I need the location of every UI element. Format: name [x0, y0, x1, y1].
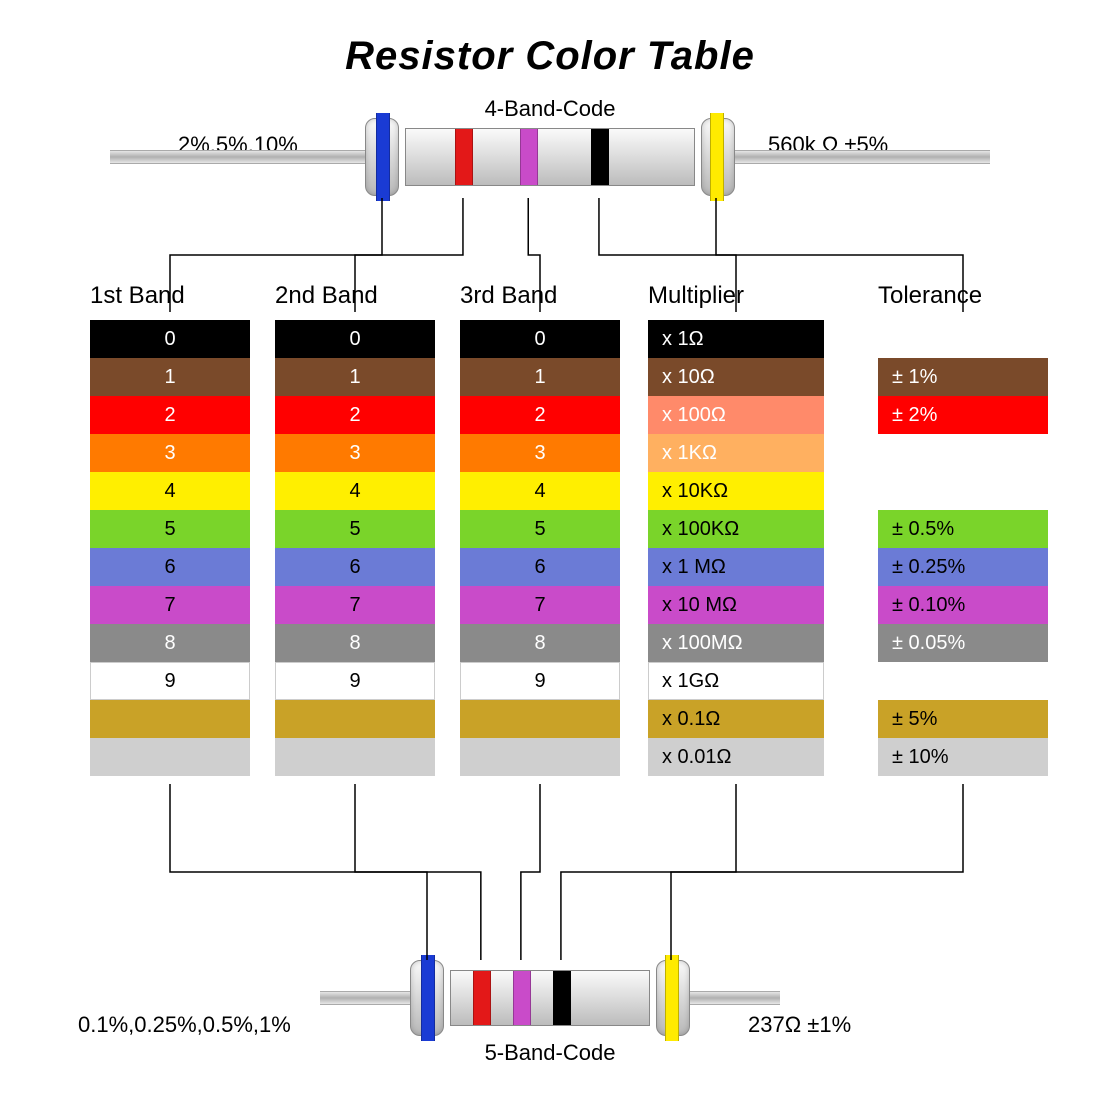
resistor-endcap — [365, 118, 399, 196]
color-cell: x 1GΩ — [648, 662, 824, 700]
resistor-body — [405, 128, 695, 186]
color-cell: 4 — [275, 472, 435, 510]
color-cell — [90, 700, 250, 738]
resistor-band — [553, 971, 571, 1025]
color-cell: 8 — [90, 624, 250, 662]
resistor-5band — [320, 966, 780, 1030]
color-cell: x 10KΩ — [648, 472, 824, 510]
color-cell — [460, 738, 620, 776]
digit-column: 0123456789 — [460, 320, 620, 776]
color-cell: x 100KΩ — [648, 510, 824, 548]
resistor-lead — [320, 991, 414, 1005]
resistor-band — [710, 113, 724, 201]
color-cell: x 10Ω — [648, 358, 824, 396]
color-cell: 3 — [90, 434, 250, 472]
color-cell: ± 5% — [878, 700, 1048, 738]
color-cell: 3 — [460, 434, 620, 472]
color-cell: 8 — [460, 624, 620, 662]
color-cell: 6 — [460, 548, 620, 586]
color-cell: x 100MΩ — [648, 624, 824, 662]
resistor-4band — [110, 124, 990, 190]
resistor-body — [450, 970, 650, 1026]
color-cell: 0 — [275, 320, 435, 358]
color-cell: 2 — [275, 396, 435, 434]
connector-line — [521, 784, 540, 960]
color-cell: 1 — [90, 358, 250, 396]
digit-column: 0123456789 — [275, 320, 435, 776]
color-cell: 9 — [90, 662, 250, 700]
connector-line — [561, 784, 736, 960]
color-cell: 6 — [90, 548, 250, 586]
color-cell: ± 10% — [878, 738, 1048, 776]
page-title: Resistor Color Table — [0, 34, 1100, 79]
color-cell: 5 — [90, 510, 250, 548]
column-header: 2nd Band — [275, 282, 378, 310]
color-cell: 9 — [275, 662, 435, 700]
tolerance-column: ± 1%± 2% ± 0.5%± 0.25%± 0.10%± 0.05% ± 5%±… — [878, 320, 1048, 776]
resistor-band — [376, 113, 390, 201]
color-cell: ± 0.5% — [878, 510, 1048, 548]
color-cell: 2 — [460, 396, 620, 434]
color-cell: 0 — [460, 320, 620, 358]
resistor-band — [513, 971, 531, 1025]
digit-column: 0123456789 — [90, 320, 250, 776]
color-cell — [90, 738, 250, 776]
resistor-band — [421, 955, 435, 1041]
resistor-lead — [731, 150, 990, 164]
connector-line — [355, 784, 481, 960]
color-cell: 4 — [90, 472, 250, 510]
color-cell: 7 — [90, 586, 250, 624]
column-header: Tolerance — [878, 282, 982, 310]
resistor-endcap — [656, 960, 690, 1036]
color-cell: 7 — [460, 586, 620, 624]
color-cell: 7 — [275, 586, 435, 624]
color-cell: 1 — [460, 358, 620, 396]
color-cell: x 0.1Ω — [648, 700, 824, 738]
color-cell: 2 — [90, 396, 250, 434]
connector-line — [170, 784, 427, 960]
top-subtitle: 4-Band-Code — [0, 96, 1100, 122]
color-cell: 3 — [275, 434, 435, 472]
resistor-endcap — [410, 960, 444, 1036]
resistor-band — [473, 971, 491, 1025]
color-cell: 1 — [275, 358, 435, 396]
multiplier-column: x 1Ωx 10Ωx 100Ωx 1KΩx 10KΩx 100KΩx 1 MΩx… — [648, 320, 824, 776]
color-cell — [275, 738, 435, 776]
color-cell — [275, 700, 435, 738]
bottom-subtitle: 5-Band-Code — [0, 1040, 1100, 1066]
column-header: 1st Band — [90, 282, 185, 310]
color-cell: ± 2% — [878, 396, 1048, 434]
resistor-endcap — [701, 118, 735, 196]
resistor-lead — [110, 150, 369, 164]
color-cell: x 1 MΩ — [648, 548, 824, 586]
color-cell: ± 0.25% — [878, 548, 1048, 586]
color-cell: 8 — [275, 624, 435, 662]
color-cell: 5 — [275, 510, 435, 548]
color-cell: 4 — [460, 472, 620, 510]
column-header: Multiplier — [648, 282, 744, 310]
color-cell: x 10 MΩ — [648, 586, 824, 624]
color-cell: ± 1% — [878, 358, 1048, 396]
color-cell: x 100Ω — [648, 396, 824, 434]
resistor-band — [520, 129, 538, 185]
color-cell: x 1KΩ — [648, 434, 824, 472]
color-cell: 0 — [90, 320, 250, 358]
color-cell: 6 — [275, 548, 435, 586]
color-cell: ± 0.10% — [878, 586, 1048, 624]
resistor-band — [591, 129, 609, 185]
color-cell — [460, 700, 620, 738]
resistor-band — [665, 955, 679, 1041]
resistor-band — [455, 129, 473, 185]
column-header: 3rd Band — [460, 282, 557, 310]
connector-line — [671, 784, 963, 960]
color-cell: 5 — [460, 510, 620, 548]
color-cell: x 1Ω — [648, 320, 824, 358]
color-cell: 9 — [460, 662, 620, 700]
color-cell: x 0.01Ω — [648, 738, 824, 776]
color-cell: ± 0.05% — [878, 624, 1048, 662]
bottom-left-label: 0.1%,0.25%,0.5%,1% — [78, 1012, 291, 1038]
resistor-lead — [686, 991, 780, 1005]
